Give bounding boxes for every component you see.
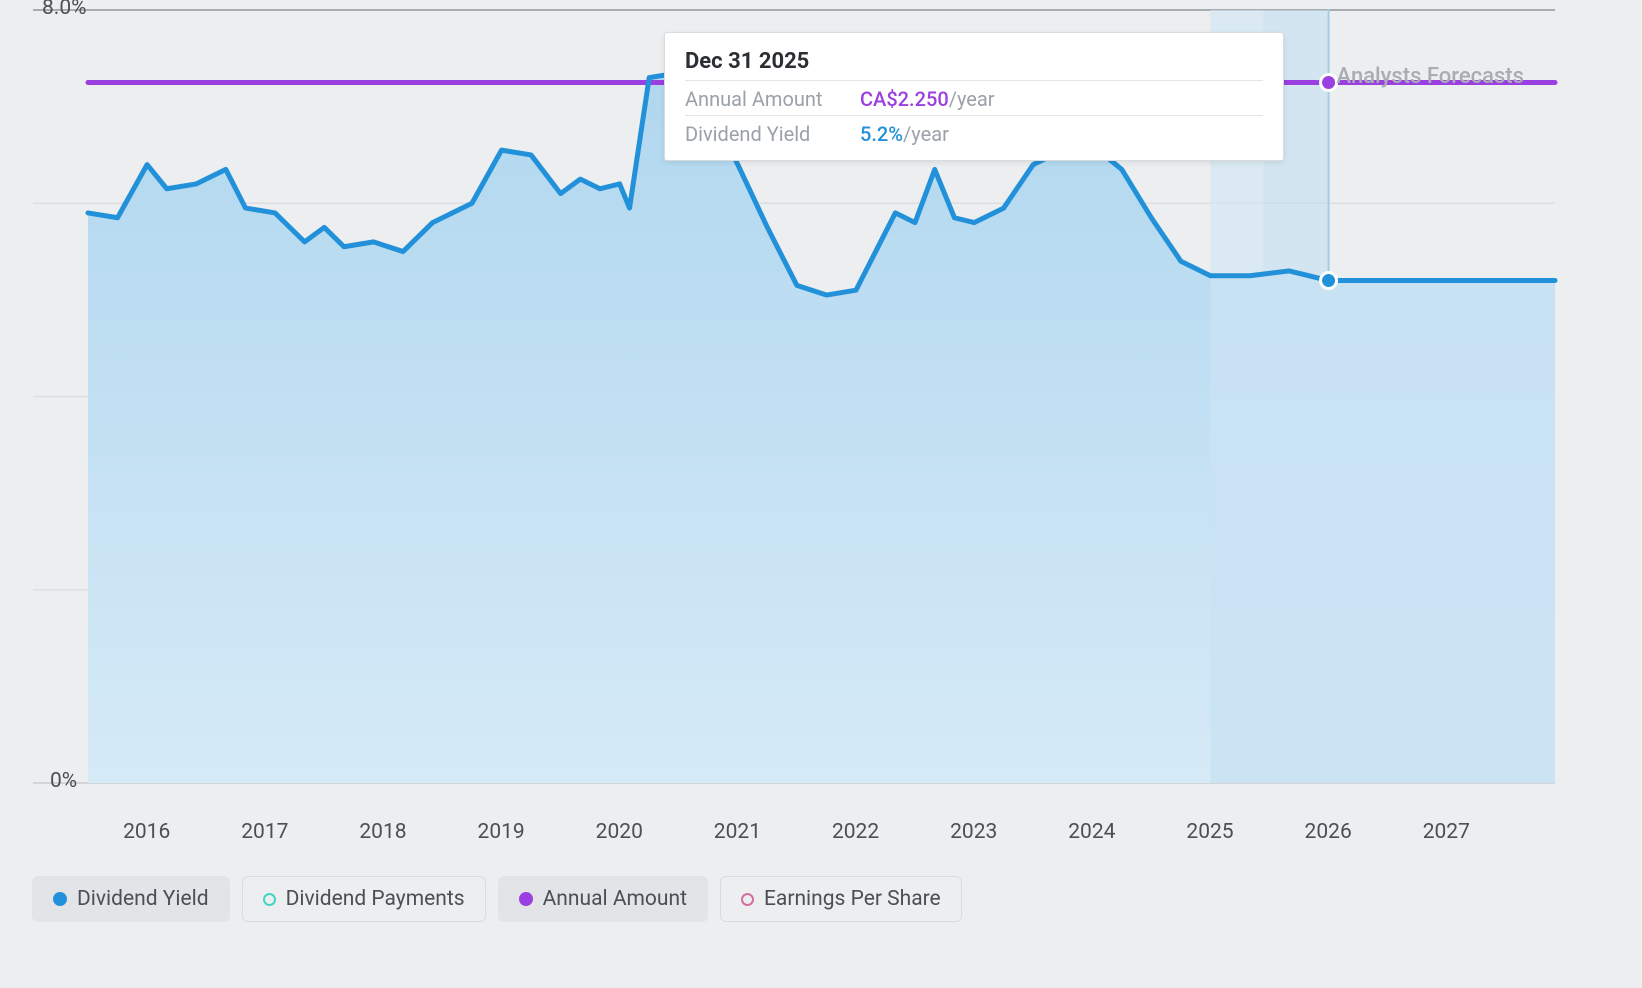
x-axis-tick: 2022 <box>832 820 879 844</box>
legend-item-label: Dividend Payments <box>286 887 465 911</box>
chart-legend: Dividend Yield Dividend Payments Annual Am… <box>32 876 962 922</box>
tooltip-row: Annual AmountCA$2.250/year <box>685 80 1263 115</box>
legend-item-amount[interactable]: Annual Amount <box>498 876 708 922</box>
tooltip-row-label: Annual Amount <box>685 87 860 111</box>
legend-marker-icon <box>263 893 276 906</box>
tooltip-row-value: 5.2%/year <box>860 122 949 146</box>
y-axis-label-min: 0% <box>50 769 77 793</box>
legend-item-label: Dividend Yield <box>77 887 209 911</box>
tooltip-row-value: CA$2.250/year <box>860 87 995 111</box>
dividend-chart: 8.0% 0% 2016 2017 2018 2019 2020 2021 2022 2023… <box>0 0 1642 988</box>
x-axis-tick: 2019 <box>478 820 525 844</box>
x-axis-tick: 2021 <box>714 820 761 844</box>
x-axis-tick: 2027 <box>1423 820 1470 844</box>
legend-marker-icon <box>519 892 533 906</box>
x-axis-tick: 2018 <box>359 820 406 844</box>
tooltip-row-label: Dividend Yield <box>685 122 860 146</box>
legend-item-yield[interactable]: Dividend Yield <box>32 876 230 922</box>
legend-marker-icon <box>53 892 67 906</box>
tooltip-title: Dec 31 2025 <box>685 49 1263 74</box>
legend-marker-icon <box>741 893 754 906</box>
tooltip-row: Dividend Yield5.2%/year <box>685 115 1263 150</box>
x-axis-tick: 2023 <box>950 820 997 844</box>
x-axis-tick: 2025 <box>1186 820 1233 844</box>
x-axis-tick: 2024 <box>1068 820 1115 844</box>
region-label-forecast: Analysts Forecasts <box>1337 64 1524 89</box>
legend-item-eps[interactable]: Earnings Per Share <box>720 876 962 922</box>
x-axis-tick: 2016 <box>123 820 170 844</box>
y-axis-label-max: 8.0% <box>42 0 87 20</box>
legend-item-label: Annual Amount <box>543 887 687 911</box>
legend-item-label: Earnings Per Share <box>764 887 941 911</box>
x-axis-tick: 2026 <box>1305 820 1352 844</box>
chart-tooltip: Dec 31 2025 Annual AmountCA$2.250/yearDi… <box>664 32 1284 161</box>
x-axis-tick: 2020 <box>596 820 643 844</box>
x-axis-tick: 2017 <box>241 820 288 844</box>
legend-item-payments[interactable]: Dividend Payments <box>242 876 486 922</box>
